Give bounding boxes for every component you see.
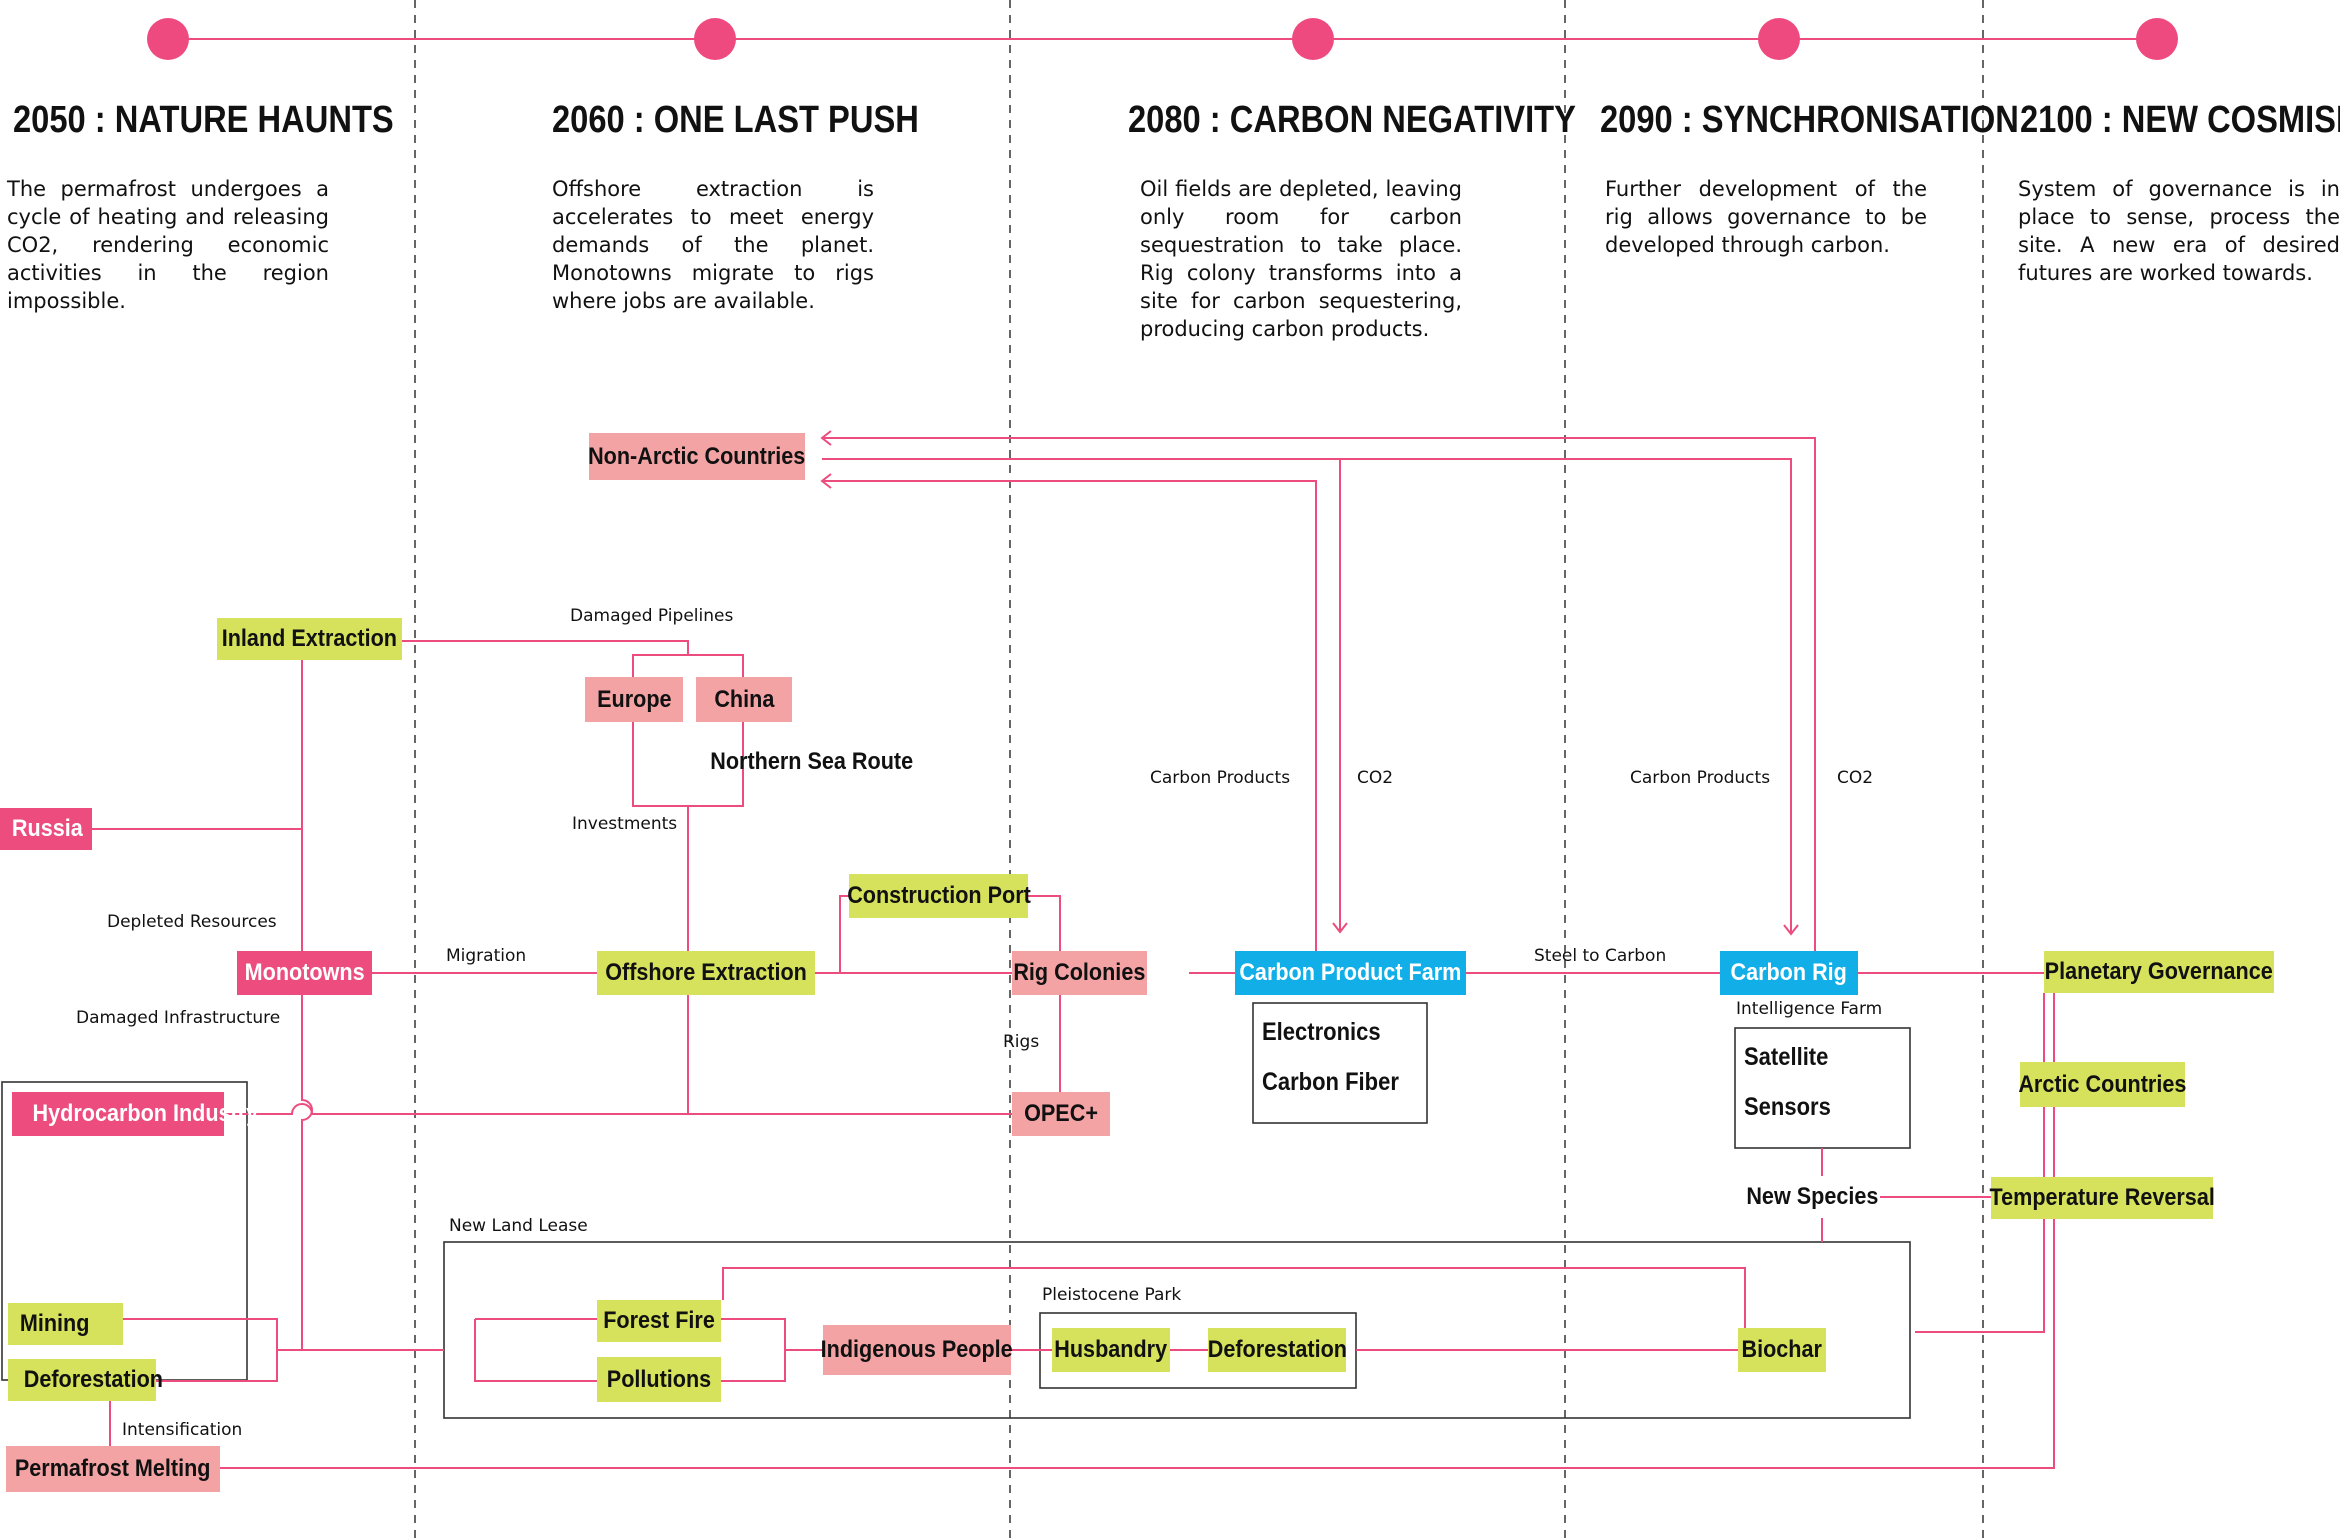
edge-biochar-to-temp xyxy=(1915,1219,2045,1333)
node-construction-port[interactable]: Construction Port xyxy=(847,874,1030,918)
era-text-2080: Oil fields are depleted, leaving only ro… xyxy=(1140,177,1462,341)
carbon-product-farm-box xyxy=(1252,1002,1428,1124)
node-carbon-product-farm[interactable]: Carbon Product Farm xyxy=(1235,951,1466,995)
intel-item-satellite: Satellite xyxy=(1744,1043,1829,1071)
edge-offshore-to-port xyxy=(839,895,849,973)
node-rig-colonies[interactable]: Rig Colonies xyxy=(1012,951,1147,995)
era-text-2060: Offshore extraction is accelerates to me… xyxy=(552,177,874,313)
node-inland-extraction[interactable]: Inland Extraction xyxy=(217,618,402,660)
label-co2-rig: CO2 xyxy=(1837,768,1874,788)
label-intensification: Intensification xyxy=(122,1420,243,1440)
node-planetary-governance[interactable]: Planetary Governance xyxy=(2044,951,2274,993)
node-biochar[interactable]: Biochar xyxy=(1738,1328,1826,1372)
label-migration: Migration xyxy=(446,946,527,966)
edge-port-to-rigcol xyxy=(1028,895,1061,951)
era-text-2090: Further development of the rig allows go… xyxy=(1605,177,1927,257)
timeline-dot-2050 xyxy=(147,18,189,60)
node-forest-fire[interactable]: Forest Fire xyxy=(597,1300,721,1342)
node-offshore-extraction[interactable]: Offshore Extraction xyxy=(597,951,815,995)
timeline-dot-2100 xyxy=(2136,18,2178,60)
node-arctic-countries[interactable]: Arctic Countries xyxy=(2018,1062,2187,1107)
label-rigs: Rigs xyxy=(1003,1032,1040,1052)
timeline-dot-2060 xyxy=(694,18,736,60)
edge-forest-to-biochar xyxy=(722,1267,1746,1328)
edge-farm-co2 xyxy=(822,458,1348,934)
edge-hydrocarbon-to-opec xyxy=(224,1103,1012,1115)
era-title-2100: 2100 : NEW COSMISM xyxy=(2020,99,2340,141)
node-russia[interactable]: Russia xyxy=(0,808,92,850)
label-investments: Investments xyxy=(572,814,678,834)
label-co2-farm: CO2 xyxy=(1357,768,1394,788)
node-opec-plus[interactable]: OPEC+ xyxy=(1012,1092,1110,1136)
farm-item-carbon-fiber: Carbon Fiber xyxy=(1262,1068,1399,1096)
node-temperature-reversal[interactable]: Temperature Reversal xyxy=(1989,1177,2215,1219)
edge-permafrost-to-governance xyxy=(220,972,2055,1469)
edge-rig-carbon-products xyxy=(822,458,1799,936)
timeline-dot-2090 xyxy=(1758,18,1800,60)
edge-forest-pollution-fork xyxy=(474,1319,597,1382)
node-non-arctic-countries[interactable]: Non-Arctic Countries xyxy=(588,433,806,480)
node-deforestation-park[interactable]: Deforestation xyxy=(1207,1328,1347,1372)
label-damaged-infrastructure: Damaged Infrastructure xyxy=(76,1008,281,1028)
label-steel-to-carbon: Steel to Carbon xyxy=(1534,946,1667,966)
label-new-land-lease: New Land Lease xyxy=(449,1216,588,1236)
era-title-2060: 2060 : ONE LAST PUSH xyxy=(552,99,919,141)
new-land-lease-frame xyxy=(443,1241,1911,1419)
edge-rig-co2 xyxy=(820,430,1816,951)
node-northern-sea-route: Northern Sea Route xyxy=(710,748,914,775)
label-depleted-resources: Depleted Resources xyxy=(107,912,277,932)
label-intelligence-farm: Intelligence Farm xyxy=(1736,999,1883,1019)
label-damaged-pipelines: Damaged Pipelines xyxy=(570,606,734,626)
node-husbandry[interactable]: Husbandry xyxy=(1052,1328,1170,1372)
era-text-2100: System of governance is in place to sens… xyxy=(2018,177,2340,285)
node-europe[interactable]: Europe xyxy=(585,677,683,722)
edge-inland-to-pipelines xyxy=(402,640,689,655)
era-title-2090: 2090 : SYNCHRONISATION xyxy=(1600,99,2019,141)
edge-to-indigenous xyxy=(721,1318,786,1382)
node-monotowns[interactable]: Monotowns xyxy=(237,951,372,995)
farm-item-electronics: Electronics xyxy=(1262,1018,1381,1046)
era-title-2080: 2080 : CARBON NEGATIVITY xyxy=(1128,99,1576,141)
connectors xyxy=(92,430,2055,1469)
node-indigenous-people[interactable]: Indigenous People xyxy=(821,1325,1013,1375)
node-permafrost-melting[interactable]: Permafrost Melting xyxy=(6,1446,220,1492)
node-deforestation[interactable]: Deforestation xyxy=(8,1359,163,1401)
label-carbon-products-rig: Carbon Products xyxy=(1630,768,1771,788)
timeline-dot-2080 xyxy=(1292,18,1334,60)
node-carbon-rig[interactable]: Carbon Rig xyxy=(1720,951,1858,995)
intel-item-sensors: Sensors xyxy=(1744,1093,1831,1121)
node-new-species: New Species xyxy=(1745,1183,1879,1210)
node-pollutions[interactable]: Pollutions xyxy=(597,1357,721,1402)
edge-pipelines-fork xyxy=(632,654,744,677)
label-pleistocene-park: Pleistocene Park xyxy=(1042,1285,1182,1305)
edge-farm-carbon-products xyxy=(820,473,1317,951)
node-hydrocarbon-industry[interactable]: Hydrocarbon Industry xyxy=(12,1092,258,1136)
label-carbon-products-farm: Carbon Products xyxy=(1150,768,1291,788)
timeline-dots xyxy=(147,18,2178,60)
era-text-2050: The permafrost undergoes a cycle of heat… xyxy=(7,177,329,313)
era-dividers xyxy=(414,0,1984,1540)
edge-monotowns-down xyxy=(301,995,313,1350)
node-mining[interactable]: Mining xyxy=(8,1303,123,1345)
era-title-2050: 2050 : NATURE HAUNTS xyxy=(13,99,394,141)
node-china[interactable]: China xyxy=(696,677,792,722)
